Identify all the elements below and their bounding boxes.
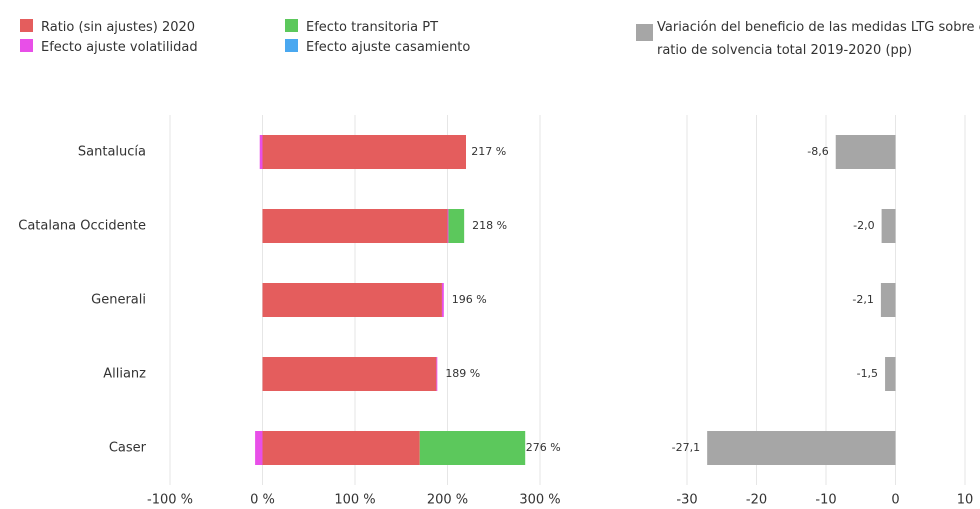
category-label: Allianz [103,367,146,382]
bar-segment [262,431,420,465]
legend-item: Ratio (sin ajustes) 2020 [20,18,195,38]
x-tick-label: -30 [676,493,697,508]
value-label: -2,0 [853,219,874,232]
category-label: Catalana Occidente [18,219,146,234]
legend-swatch [285,19,298,32]
bar [881,209,896,243]
legend-label: Efecto transitoria PT [306,20,439,35]
legend-swatch [20,39,33,52]
value-label: -1,5 [857,367,878,380]
total-label: 276 % [526,441,561,454]
total-label: 218 % [472,219,507,232]
total-label: 189 % [445,367,480,380]
bar-segment [259,135,263,169]
legend-label: Efecto ajuste volatilidad [41,40,198,55]
legend-item: Efecto ajuste volatilidad [20,38,198,58]
total-label: 196 % [452,293,487,306]
bar [835,135,896,169]
x-tick-label: 0 [891,493,899,508]
bar-segment [262,209,448,243]
category-label: Generali [91,293,146,308]
bar [707,431,896,465]
legend-item: Efecto transitoria PT [285,18,438,38]
bar-segment [255,431,263,465]
x-tick-label: 300 % [519,493,560,508]
category-label: Caser [109,441,147,456]
x-tick-label: -20 [746,493,767,508]
bar-segment [436,357,438,391]
bar [880,283,896,317]
legend-swatch [20,19,33,32]
category-label: Santalucía [78,145,146,160]
value-label: -8,6 [807,145,828,158]
x-tick-label: -10 [815,493,836,508]
bar-segment [419,431,526,465]
bar-segment [262,283,442,317]
legend-item: Efecto ajuste casamiento [285,38,470,58]
legend-label: Ratio (sin ajustes) 2020 [41,20,196,35]
x-tick-label: 10 [957,493,974,508]
x-tick-label: -100 % [147,493,193,508]
bar [885,357,896,391]
legend-label: Variación del beneficio de las medidas L… [657,20,980,58]
bar-segment [441,283,444,317]
legend-swatch [285,39,298,52]
legend-label: Efecto ajuste casamiento [306,40,471,55]
legend-swatch [636,24,653,41]
bar-segment [447,209,449,243]
bar-segment [262,135,466,169]
x-tick-label: 100 % [334,493,375,508]
total-label: 217 % [471,145,506,158]
x-tick-label: 0 % [250,493,275,508]
bar-segment [448,209,465,243]
legend-item: Variación del beneficio de las medidas L… [636,18,980,61]
value-label: -2,1 [852,293,873,306]
bar-segment [262,357,437,391]
value-label: -27,1 [672,441,700,454]
x-tick-label: 200 % [427,493,468,508]
